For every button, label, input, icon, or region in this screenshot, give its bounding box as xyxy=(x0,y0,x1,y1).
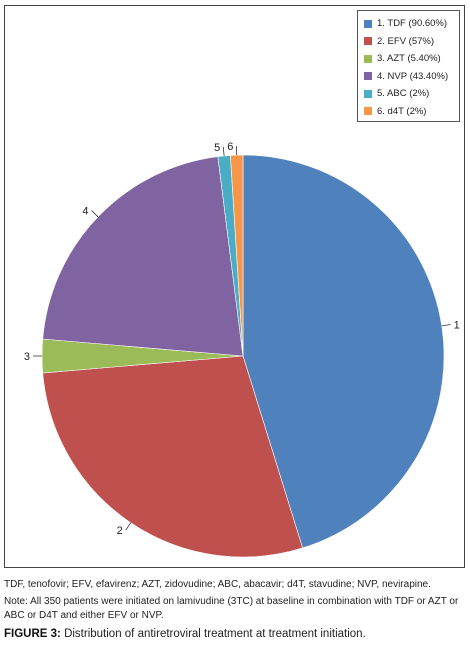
chart-frame xyxy=(4,5,465,568)
pie-chart: 1 2 3 4 5 6 xyxy=(24,141,460,558)
legend-item-2: 2. EFV (57%) xyxy=(364,33,459,51)
legend-label: 5. ABC (2%) xyxy=(377,88,430,100)
pie-slice-1 xyxy=(242,154,445,549)
pie-labels: 1 2 3 4 5 6 xyxy=(24,141,460,537)
legend-swatch xyxy=(364,37,372,46)
abbreviations-caption: TDF, tenofovir; EFV, efavirenz; AZT, zid… xyxy=(4,579,431,590)
legend-swatch xyxy=(364,54,372,63)
slice-label-6: 6 xyxy=(227,141,233,153)
legend-label: 4. NVP (43.40%) xyxy=(377,70,449,82)
legend-swatch xyxy=(364,72,372,81)
legend-label: 2. EFV (57%) xyxy=(377,35,435,47)
figure-label: FIGURE 3: xyxy=(4,628,61,640)
slice-label-3: 3 xyxy=(24,351,30,363)
chart-legend: 1. TDF (90.60%) 2. EFV (57%) 3. AZT (5.40%… xyxy=(357,10,460,122)
legend-swatch xyxy=(364,89,372,98)
figure-caption: FIGURE 3: Distribution of antiretroviral… xyxy=(4,627,366,641)
legend-label: 6. d4T (2%) xyxy=(377,105,427,117)
slice-label-1: 1 xyxy=(454,320,460,332)
legend-swatch xyxy=(364,19,372,28)
pie-slice-2 xyxy=(42,355,303,558)
legend-item-4: 4. NVP (43.40%) xyxy=(364,68,459,86)
slice-label-5: 5 xyxy=(214,142,220,154)
leader-line-1 xyxy=(441,324,451,327)
legend-item-5: 5. ABC (2%) xyxy=(364,85,459,103)
note-caption: Note: All 350 patients were initiated on… xyxy=(4,596,459,621)
pie-slices xyxy=(41,154,445,558)
figure-title: Distribution of antiretroviral treatment… xyxy=(60,628,366,640)
slice-label-4: 4 xyxy=(82,206,88,218)
legend-item-3: 3. AZT (5.40%) xyxy=(364,50,459,68)
legend-swatch xyxy=(364,107,372,116)
legend-item-1: 1. TDF (90.60%) xyxy=(364,15,459,33)
leader-line-4 xyxy=(91,210,99,218)
leader-line-5 xyxy=(222,146,225,156)
pie-slice-4 xyxy=(42,156,244,357)
legend-label: 1. TDF (90.60%) xyxy=(377,18,448,30)
slice-label-2: 2 xyxy=(117,525,123,537)
legend-label: 3. AZT (5.40%) xyxy=(377,53,441,65)
leader-line-2 xyxy=(125,522,132,531)
legend-item-6: 6. d4T (2%) xyxy=(364,103,459,121)
